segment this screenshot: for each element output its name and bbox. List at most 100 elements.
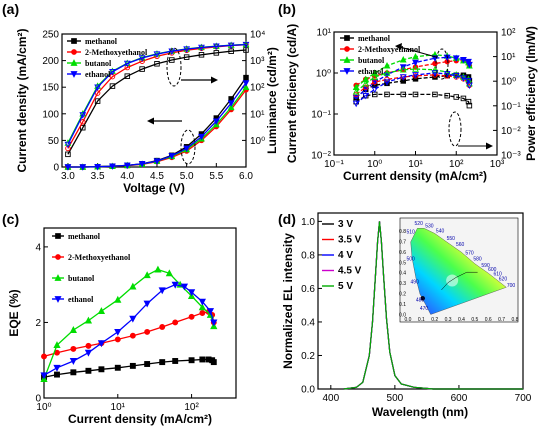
pe-butanol-point-2	[371, 73, 379, 80]
y-tick-label: 2	[35, 318, 41, 329]
cie-x-tick-label: 0.4	[458, 317, 465, 323]
lum-ethanol-point-6	[153, 51, 161, 58]
cie-x-tick-label: 0.2	[431, 317, 438, 323]
lum-ethanol-point-2	[94, 84, 102, 91]
lum-ethanol-point-0	[64, 141, 72, 149]
arrow-right-head	[211, 76, 218, 84]
pe-butanol-point-6	[431, 66, 439, 73]
eqe-ethanol-point-4	[97, 340, 106, 348]
cd-ethanol-point-11	[227, 100, 235, 107]
cie-wavelength-label: 570	[465, 250, 474, 256]
pe-butanol-line	[355, 68, 471, 93]
eqe-2-Methoxyethanol-point-5	[114, 336, 121, 343]
pe-ethanol-point-10	[465, 77, 472, 85]
pe-methanol-point-4	[400, 91, 406, 98]
eqe-ethanol-point-2	[69, 358, 77, 365]
y2-tick-label: 10¹	[501, 52, 516, 63]
y2-tick-label: 10⁻³	[501, 151, 521, 162]
y2-axis-label: Luminance (cd/m²)	[265, 47, 279, 154]
annotation-ellipse-luminance	[166, 47, 182, 87]
legend-label-1: 2-Methoxyethanol	[358, 45, 421, 54]
arrow-ce-line	[399, 46, 437, 58]
y-tick-label: 10⁻²	[311, 151, 331, 162]
eqe-butanol-point-12	[198, 303, 206, 311]
ce-butanol-point-3	[383, 62, 391, 69]
pe-methanol-point-3	[384, 91, 390, 98]
pe-butanol-point-8	[452, 71, 460, 78]
pe-ethanol-point-6	[431, 70, 439, 77]
eqe-ethanol-point-8	[158, 287, 166, 295]
cie-planckian-locus	[441, 271, 478, 291]
plot-frame	[61, 33, 247, 168]
pe-methanol-point-5	[412, 91, 419, 98]
eqe-ethanol-point-14	[210, 319, 218, 327]
lum-ethanol-point-11	[227, 42, 235, 50]
cd-ethanol-point-7	[168, 153, 176, 160]
cie-wavelength-label: 490	[411, 280, 420, 286]
lum-2-Methoxyethanol-point-0	[65, 145, 71, 152]
panel-b: 10⁻¹ 10⁰ 10¹ 10² 10³10⁻²10⁻¹10⁰10¹10⁻³10⁻²10…	[278, 1, 538, 183]
cd-ethanol-line	[67, 82, 247, 168]
eqe-methanol-point-11	[199, 356, 206, 363]
eqe-2-Methoxyethanol-point-11	[199, 310, 206, 316]
ce-butanol-point-5	[412, 52, 419, 60]
cie-x-tick-label: 0.1	[418, 317, 425, 323]
pe-ethanol-point-3	[383, 79, 391, 86]
legend-marker-2	[54, 274, 62, 281]
lum-ethanol-point-9	[198, 44, 205, 52]
x-tick-label: 600	[451, 393, 468, 404]
legend-label-3: ethanol	[358, 67, 384, 76]
y-axis-label: EQE (%)	[7, 289, 21, 336]
pe-ethanol-point-0	[352, 100, 360, 108]
y-tick-label: 150	[42, 83, 59, 94]
x-tick-label: 10⁻¹	[324, 159, 344, 170]
legend-label-0: methanol	[68, 232, 101, 241]
ce-butanol-point-2	[371, 69, 379, 76]
legend-marker-1	[55, 254, 61, 260]
cd-ethanol-point-0	[64, 164, 72, 171]
eqe-2-Methoxyethanol-point-2	[70, 345, 77, 352]
y-tick-label: 100	[42, 109, 59, 120]
lum-methanol-point-6	[154, 61, 160, 67]
legend-marker-3	[54, 296, 62, 303]
y-tick-label: 200	[42, 56, 59, 67]
eqe-butanol-point-6	[129, 282, 137, 290]
legend-marker-0	[71, 38, 77, 44]
y-tick-label: 0.8	[301, 250, 315, 261]
eqe-methanol-point-4	[98, 366, 105, 373]
eqe-2-Methoxyethanol-point-8	[159, 324, 166, 330]
cd-methanol-point-12	[243, 74, 249, 81]
ce-ethanol-line	[355, 56, 471, 99]
x-tick-label: 10²	[449, 159, 464, 170]
eqe-butanol-point-4	[97, 307, 106, 315]
annotation-ellipse-pe	[448, 111, 462, 147]
y2-tick-label: 10⁴	[250, 30, 265, 41]
x-axis-label: Current density (mA/cm²)	[68, 412, 212, 426]
legend-label-3: 4.5 V	[338, 266, 362, 277]
lum-ethanol-point-12	[242, 41, 250, 49]
eqe-ethanol-point-0	[40, 372, 48, 380]
eqe-ethanol-point-11	[187, 289, 196, 297]
y-tick-label: 0	[35, 394, 41, 405]
cie-y-tick-label: 0.0	[399, 313, 406, 319]
y-tick-label: 1.0	[301, 217, 315, 228]
legend-marker-2	[343, 56, 351, 63]
x-tick-label: 10⁰	[367, 159, 382, 170]
x-tick-label: 5.5	[209, 171, 223, 182]
x-tick-label: 700	[515, 393, 532, 404]
cie-wavelength-label: 540	[436, 228, 445, 234]
eqe-ethanol-point-3	[84, 349, 93, 357]
cd-ethanol-point-2	[94, 163, 102, 171]
x-tick-label: 5.0	[180, 171, 194, 182]
y-tick-label: 10¹	[317, 28, 332, 39]
cie-y-tick-label: 0.3	[399, 281, 406, 287]
pe-ethanol-point-9	[460, 75, 467, 82]
x-tick-label: 6.0	[239, 171, 253, 182]
legend-marker-0	[344, 35, 350, 41]
pe-methanol-point-9	[460, 95, 467, 102]
legend-label-1: 3.5 V	[338, 235, 362, 246]
eqe-2-Methoxyethanol-point-0	[41, 353, 47, 360]
legend-marker-3	[70, 71, 78, 78]
eqe-butanol-point-2	[69, 326, 77, 333]
y-tick-label: 0.0	[301, 385, 315, 396]
